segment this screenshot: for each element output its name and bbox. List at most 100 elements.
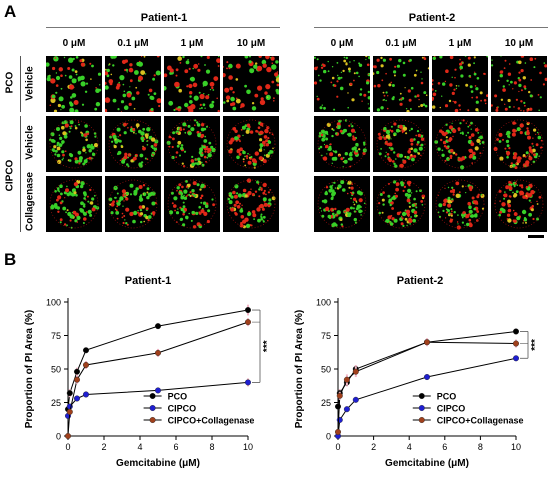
x-tick-label: 2 xyxy=(101,442,106,452)
y-tick-label: 25 xyxy=(51,398,61,408)
microscopy-tile xyxy=(46,116,102,172)
legend-label: CIPCO xyxy=(437,404,466,414)
chart-title: Patient-1 xyxy=(125,275,171,287)
microscopy-tile xyxy=(432,176,488,232)
series-cipco-collagenase xyxy=(335,338,519,435)
data-point xyxy=(73,395,80,402)
significance-label: *** xyxy=(262,340,273,352)
series-cipco xyxy=(335,355,519,439)
microscopy-tile xyxy=(164,116,220,172)
microscopy-tile xyxy=(491,176,547,232)
patient-2-title: Patient-2 xyxy=(408,12,456,24)
x-tick-label: 10 xyxy=(243,442,253,452)
legend-label: CIPCO+Collagenase xyxy=(168,416,255,426)
series-cipco-collagenase xyxy=(64,318,251,439)
significance-label: *** xyxy=(530,339,541,351)
header-rule-2 xyxy=(314,27,548,28)
y-tick-label: 100 xyxy=(46,298,61,308)
x-tick-label: 10 xyxy=(511,442,521,452)
chart-patient-2: Patient-2 0 25 50 75 100 0 2 4 6 8 10 Gemcitabine (μ… xyxy=(280,268,550,482)
series-cipco xyxy=(64,378,251,419)
microscopy-tile xyxy=(105,116,161,172)
data-point xyxy=(512,340,519,347)
data-point xyxy=(512,355,519,362)
data-point xyxy=(336,392,343,399)
data-point xyxy=(154,387,161,394)
chart-patient-2-svg: Patient-2 0 25 50 75 100 0 2 4 6 8 10 Gemcitabine (μ… xyxy=(294,275,541,469)
microscopy-tile xyxy=(314,176,370,232)
group-label-cipco: CIPCO xyxy=(4,159,16,192)
legend-marker xyxy=(418,392,425,399)
microscopy-tile xyxy=(491,56,547,112)
pco-bracket xyxy=(20,56,21,112)
y-tick-label: 100 xyxy=(316,298,331,308)
x-tick-label: 2 xyxy=(371,442,376,452)
chart-title: Patient-2 xyxy=(397,275,443,287)
microscopy-tile xyxy=(46,56,102,112)
legend-marker xyxy=(149,416,156,423)
conc-label: 0.1 μM xyxy=(117,38,149,49)
chart-patient-1-svg: Patient-1 0 25 50 75 100 0 2 4 6 8 10 Gemcitabine (μ… xyxy=(24,275,273,469)
x-tick-label: 8 xyxy=(209,442,214,452)
x-axis-label: Gemcitabine (μM) xyxy=(385,458,469,469)
group-label-pco: PCO xyxy=(4,71,16,94)
x-tick-label: 4 xyxy=(407,442,412,452)
treatment-label-vehicle-1: Vehicle xyxy=(24,66,36,101)
data-point xyxy=(73,376,80,383)
data-point xyxy=(244,319,251,326)
y-tick-label: 50 xyxy=(321,365,331,375)
data-point xyxy=(244,307,251,314)
x-tick-label: 6 xyxy=(173,442,178,452)
microscopy-tile xyxy=(223,56,279,112)
microscopy-tile xyxy=(432,116,488,172)
microscopy-tile xyxy=(314,56,370,112)
y-tick-label: 25 xyxy=(321,398,331,408)
data-point xyxy=(82,361,89,368)
series-line xyxy=(337,341,517,433)
data-point xyxy=(73,368,80,375)
data-point xyxy=(66,390,73,397)
x-tick-label: 6 xyxy=(442,442,447,452)
treatment-label-collagenase: Collagenase xyxy=(24,172,36,231)
series-line xyxy=(67,321,249,437)
legend-marker xyxy=(149,392,156,399)
data-point xyxy=(154,323,161,330)
microscopy-tile xyxy=(432,56,488,112)
conc-label: 0.1 μM xyxy=(385,38,417,49)
data-point xyxy=(244,379,251,386)
x-tick-label: 4 xyxy=(137,442,142,452)
conc-label: 1 μM xyxy=(180,38,204,49)
microscopy-tile xyxy=(373,116,429,172)
treatment-label-vehicle-2: Vehicle xyxy=(24,125,36,160)
patient-1-title: Patient-1 xyxy=(140,12,188,24)
cipco-bracket xyxy=(20,116,21,232)
data-point xyxy=(82,347,89,354)
y-axis-label: Proportion of PI Area (%) xyxy=(294,310,305,429)
conc-label: 1 μM xyxy=(448,38,472,49)
conc-label: 0 μM xyxy=(330,38,354,49)
legend-label: CIPCO+Collagenase xyxy=(437,416,524,426)
microscopy-tile xyxy=(46,176,102,232)
legend-label: PCO xyxy=(168,392,188,402)
microscopy-tile xyxy=(164,176,220,232)
y-tick-label: 75 xyxy=(51,331,61,341)
header-rule-1 xyxy=(46,27,280,28)
microscopy-tile xyxy=(164,56,220,112)
conc-label: 10 μM xyxy=(236,38,266,49)
x-tick-label: 8 xyxy=(478,442,483,452)
data-point xyxy=(82,391,89,398)
y-tick-label: 0 xyxy=(326,432,331,442)
microscopy-tile xyxy=(105,176,161,232)
microscopy-tile xyxy=(373,176,429,232)
panel-letter-b: B xyxy=(4,250,17,269)
legend-label: CIPCO xyxy=(168,404,197,414)
data-point xyxy=(343,376,350,383)
y-tick-label: 75 xyxy=(321,331,331,341)
legend-marker xyxy=(149,404,156,411)
x-tick-label: 0 xyxy=(65,442,70,452)
microscopy-tile xyxy=(223,176,279,232)
data-point xyxy=(352,368,359,375)
data-point xyxy=(423,339,430,346)
x-tick-label: 0 xyxy=(335,442,340,452)
legend-label: PCO xyxy=(437,392,457,402)
